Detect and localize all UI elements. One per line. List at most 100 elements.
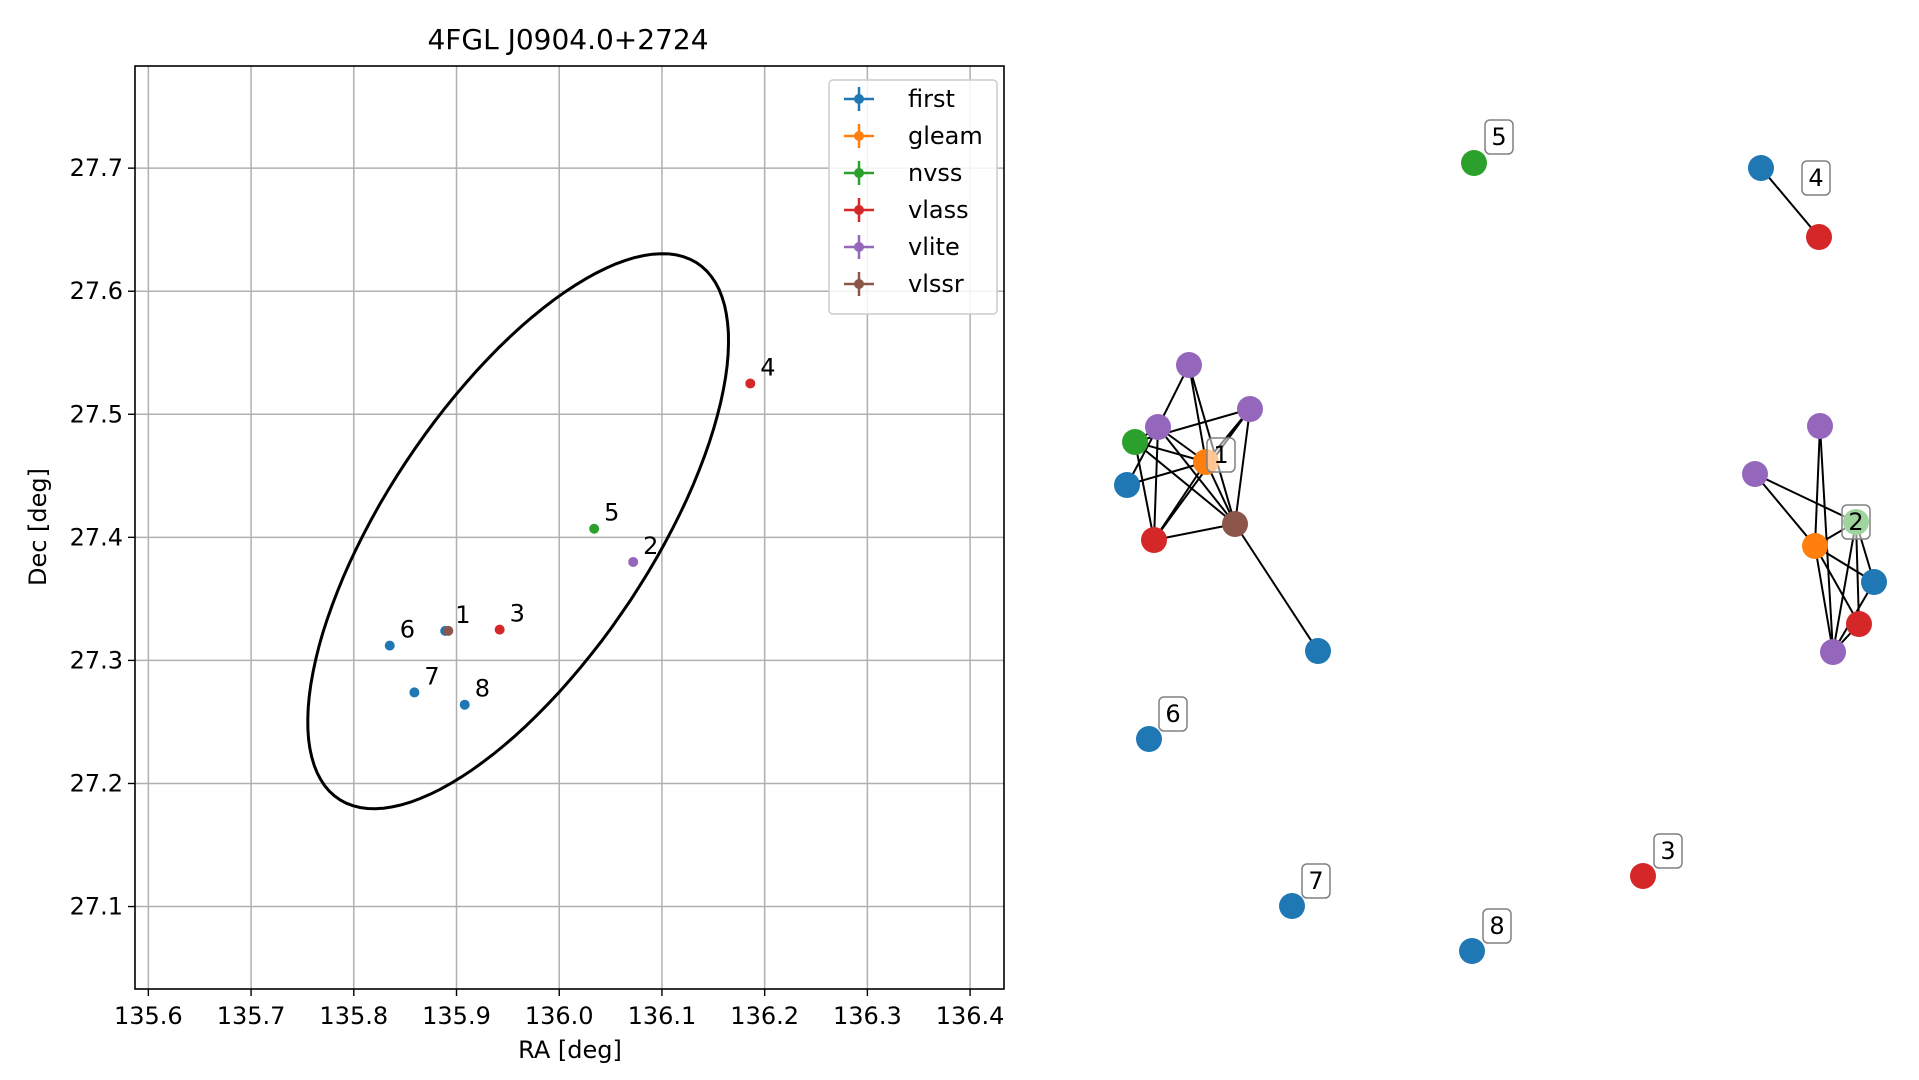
data-points: 1 2 3 4 5 67 8 [384, 354, 776, 710]
point-label: 2 [643, 532, 658, 560]
legend: first gleam nvss vlass vlite vlssr [828, 79, 998, 315]
axis-ticks: 135.6 135.7 135.8 135.9 136.0 136.1 136.2 136.3… [70, 154, 1005, 1030]
legend-label-vlssr: vlssr [908, 270, 964, 298]
data-point-first [409, 687, 420, 698]
data-point-nvss [589, 523, 600, 534]
point-label: 5 [604, 499, 619, 527]
network-node-first [1279, 893, 1305, 919]
network-edge [1832, 521, 1857, 653]
network-edge [1234, 408, 1251, 525]
network-edge [1234, 523, 1319, 652]
network-node-vlssr [1222, 511, 1248, 537]
legend-marker-dot [854, 168, 864, 178]
y-tick-label: 27.6 [70, 277, 123, 305]
network-edge [1157, 426, 1236, 525]
legend-marker-dot [854, 94, 864, 104]
grid [135, 66, 1004, 989]
network-edge [1153, 523, 1236, 541]
network-edge [1134, 441, 1207, 463]
network-edge [1819, 425, 1834, 653]
network-edge [1134, 441, 1236, 525]
network-node-vlass [1806, 224, 1832, 250]
network-edge [1153, 408, 1251, 541]
network-edge [1153, 426, 1159, 541]
network-edge [1134, 441, 1155, 541]
network-edges [1126, 167, 1875, 653]
network-node-first [1305, 638, 1331, 664]
network-node-vlite [1807, 413, 1833, 439]
network-label-box [1841, 504, 1871, 540]
network-label-box [1801, 160, 1831, 196]
network-edge [1814, 545, 1834, 653]
network-edge [1754, 473, 1816, 547]
point-label: 1 [455, 601, 470, 629]
y-tick-label: 27.3 [70, 646, 123, 674]
x-tick-label: 136.0 [525, 1002, 594, 1030]
network-edge [1188, 364, 1236, 525]
network-edge [1134, 408, 1251, 443]
network-edge [1205, 408, 1251, 463]
x-tick-label: 136.1 [628, 1002, 697, 1030]
point-label: 3 [510, 600, 525, 628]
data-point-vlite [628, 556, 639, 567]
x-tick-label: 135.9 [422, 1002, 491, 1030]
data-point-vlssr [443, 625, 454, 636]
error-ellipse-layer [306, 252, 731, 811]
legend-label-vlite: vlite [908, 233, 960, 261]
network-edge [1205, 461, 1236, 525]
network-label-box [1158, 696, 1188, 732]
x-tick-label: 136.3 [833, 1002, 902, 1030]
network-edge [1832, 581, 1875, 653]
network-edge [1157, 364, 1190, 428]
network-edge [1134, 426, 1159, 443]
point-label: 6 [400, 616, 415, 644]
network-edge [1814, 545, 1875, 583]
network-node-label: 6 [1165, 700, 1180, 728]
network-node-vlass [1846, 611, 1872, 637]
network-node-label: 1 [1213, 441, 1228, 469]
legend-marker-dot [854, 131, 864, 141]
network-edge [1126, 461, 1207, 486]
legend-label-first: first [908, 85, 955, 113]
network-node-first [1459, 938, 1485, 964]
network-edge [1855, 521, 1875, 583]
chart-title: 4FGL J0904.0+2724 [427, 23, 708, 56]
network-nodes [1114, 150, 1887, 964]
network-edge [1855, 521, 1860, 625]
network-node-first [1114, 472, 1140, 498]
network-node-vlite [1742, 461, 1768, 487]
network-node-first [1136, 726, 1162, 752]
network-label-box [1206, 437, 1236, 473]
network-node-nvss [1843, 509, 1869, 535]
network-node-gleam [1193, 449, 1219, 475]
y-tick-label: 27.2 [70, 769, 123, 797]
network-edge [1760, 167, 1820, 238]
data-point-vlass [494, 624, 505, 635]
data-point-first [459, 699, 470, 710]
network-node-nvss [1122, 429, 1148, 455]
legend-marker-dot [854, 205, 864, 215]
network-node-nvss [1461, 150, 1487, 176]
network-node-vlass [1630, 863, 1656, 889]
network-edge [1754, 473, 1857, 523]
network-node-label: 5 [1491, 123, 1506, 151]
x-tick-label: 135.7 [217, 1002, 286, 1030]
network-node-first [1748, 155, 1774, 181]
network-edge [1126, 426, 1159, 486]
network-node-vlite [1237, 396, 1263, 422]
legend-marker-dot [854, 242, 864, 252]
x-tick-label: 136.4 [936, 1002, 1005, 1030]
legend-label-nvss: nvss [908, 159, 962, 187]
point-label: 8 [475, 675, 490, 703]
plot-frame [134, 65, 1005, 990]
data-point-first [384, 640, 395, 651]
network-label-box [1484, 119, 1514, 155]
x-tick-label: 136.2 [730, 1002, 799, 1030]
x-axis-label: RA [deg] [518, 1036, 622, 1064]
network-node-label: 2 [1848, 508, 1863, 536]
network-node-vlite [1820, 639, 1846, 665]
network-edge [1814, 521, 1857, 547]
legend-box [828, 79, 998, 315]
x-tick-label: 135.8 [319, 1002, 388, 1030]
network-labels: 1 5 4 2 6 7 8 3 [1158, 119, 1871, 944]
